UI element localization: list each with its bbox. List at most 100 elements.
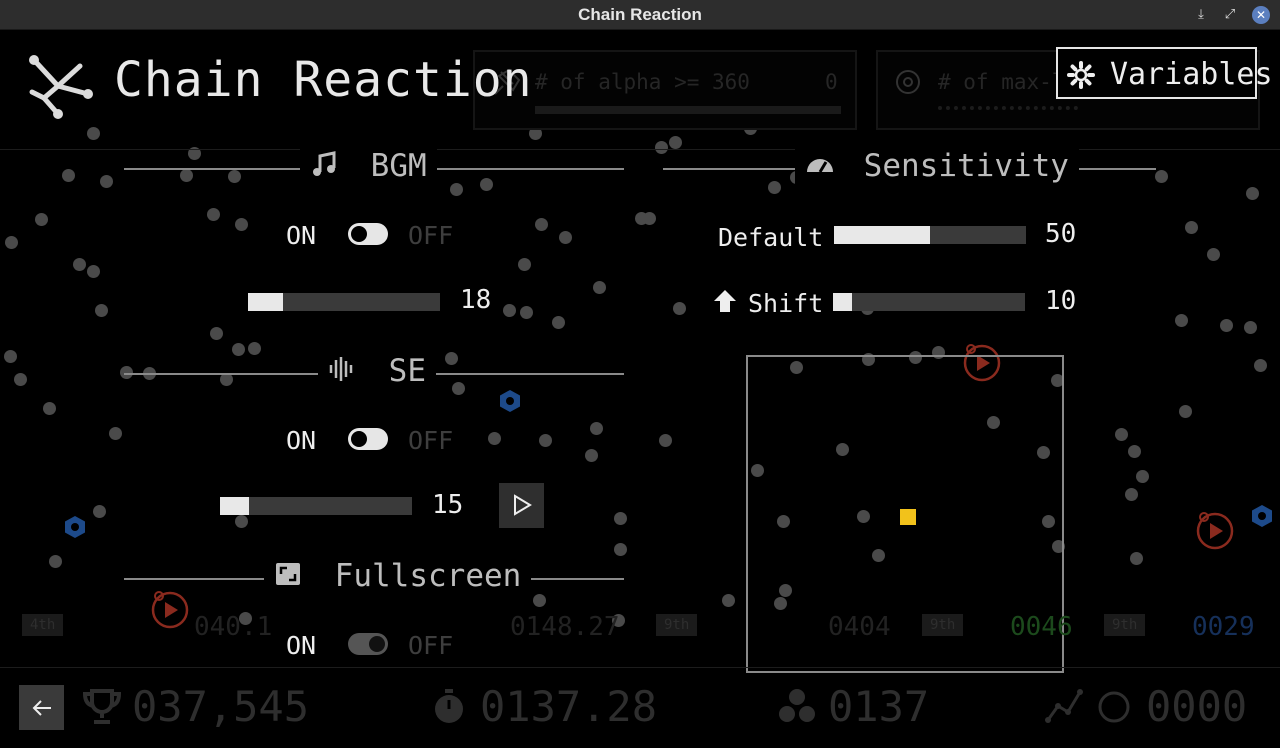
se-test-play-button[interactable] [499, 483, 544, 528]
particle-dot [590, 422, 603, 435]
music-note-icon [310, 150, 338, 178]
se-heading: SE [318, 353, 436, 389]
particle-dot [659, 434, 672, 447]
fullscreen-on-label[interactable]: ON [286, 631, 317, 660]
particle-dot [1037, 446, 1050, 459]
particle-dot [518, 258, 531, 271]
sensitivity-cursor [900, 509, 916, 525]
se-volume-slider[interactable] [220, 497, 412, 515]
play-icon [514, 494, 532, 516]
particle-dot [232, 343, 245, 356]
pin-icon [494, 68, 521, 95]
particle-dot [1220, 319, 1233, 332]
chain-reaction-logo-icon [29, 55, 93, 119]
particle-dot [614, 512, 627, 525]
particle-dot [445, 352, 458, 365]
sensitivity-default-label: Default [718, 223, 824, 252]
bgm-toggle[interactable] [348, 223, 388, 245]
fullscreen-toggle[interactable] [348, 633, 388, 655]
variables-button[interactable]: Variables [1056, 47, 1273, 99]
se-volume-fill [220, 497, 249, 515]
sensitivity-default-value: 50 [1045, 219, 1077, 249]
back-button[interactable] [19, 685, 64, 730]
sound-wave-icon [328, 355, 356, 383]
particle-dot [109, 427, 122, 440]
particle-dot [1179, 405, 1192, 418]
leaderboard-rank-chip: 9th [1104, 614, 1146, 636]
game-field [0, 30, 1280, 748]
se-off-label[interactable]: OFF [408, 426, 454, 455]
tracker-max-level-label: # of max-le [938, 70, 1078, 94]
particle-dot [1175, 314, 1188, 327]
particle-dot [87, 265, 100, 278]
particle-count-value: 0137 [828, 682, 930, 731]
target-icon [896, 70, 920, 94]
particle-dot [4, 350, 17, 363]
bgm-title: BGM [370, 148, 427, 184]
fullscreen-off-label[interactable]: OFF [408, 631, 454, 660]
minimize-icon[interactable]: ⤓ [1198, 7, 1204, 22]
sensitivity-shift-value: 10 [1045, 286, 1077, 316]
window-title: Chain Reaction [578, 5, 702, 24]
particle-dot [93, 505, 106, 518]
particle-dot [836, 443, 849, 456]
tracker-alpha-value: 0 [825, 70, 838, 94]
particle-dot [529, 127, 542, 140]
particle-dot [643, 212, 656, 225]
particle-dot [552, 316, 565, 329]
particle-dot [722, 594, 735, 607]
tracker-max-level-bar [938, 106, 1078, 118]
sensitivity-shift-slider[interactable] [833, 293, 1025, 311]
red-enemy-icon [963, 344, 1001, 382]
bgm-off-label[interactable]: OFF [408, 221, 454, 250]
particle-dot [1244, 321, 1257, 334]
particle-dot [751, 464, 764, 477]
particle-dot [1125, 488, 1138, 501]
particle-dot [95, 304, 108, 317]
particle-dot [188, 147, 201, 160]
bgm-on-label[interactable]: ON [286, 221, 317, 250]
particle-dot [35, 213, 48, 226]
close-icon[interactable]: ✕ [1252, 6, 1270, 24]
leaderboard-value: 0404 [828, 612, 891, 642]
particle-dot [593, 281, 606, 294]
sensitivity-default-slider[interactable] [834, 226, 1026, 244]
tracker-alpha-label: # of alpha >= 360 [535, 70, 750, 94]
particle-dot [533, 594, 546, 607]
particle-dot [1185, 221, 1198, 234]
particle-dot [239, 612, 252, 625]
sensitivity-test-area[interactable] [746, 355, 1064, 673]
bgm-heading: BGM [300, 148, 437, 184]
particle-dot [120, 366, 133, 379]
arrow-left-icon [32, 700, 51, 716]
particle-dot [452, 382, 465, 395]
particle-dot [585, 449, 598, 462]
particle-dot [1136, 470, 1149, 483]
particle-dot [220, 373, 233, 386]
leaderboard-rank-chip: 9th [656, 614, 698, 636]
sensitivity-heading: Sensitivity [795, 148, 1079, 184]
maximize-icon[interactable]: ⤢ [1224, 7, 1236, 22]
particle-dot [14, 373, 27, 386]
particle-dot [790, 361, 803, 374]
particle-dot [228, 170, 241, 183]
app-title: Chain Reaction [114, 52, 533, 108]
particle-dot [777, 515, 790, 528]
bgm-volume-value: 18 [460, 285, 492, 315]
se-on-label[interactable]: ON [286, 426, 317, 455]
red-enemy-icon [1196, 512, 1234, 550]
se-toggle[interactable] [348, 428, 388, 450]
particle-dot [539, 434, 552, 447]
leaderboard-value: 0029 [1192, 612, 1255, 642]
gear-icon [1067, 61, 1095, 89]
particle-dot [673, 302, 686, 315]
particle-dot [872, 549, 885, 562]
particle-dot [49, 555, 62, 568]
speedometer-icon [805, 150, 835, 178]
leaderboard-rank-chip: 4th [22, 614, 64, 636]
particle-dot [5, 236, 18, 249]
bgm-volume-slider[interactable] [248, 293, 440, 311]
particle-dot [73, 258, 86, 271]
particle-dot [1042, 515, 1055, 528]
particle-dot [774, 597, 787, 610]
